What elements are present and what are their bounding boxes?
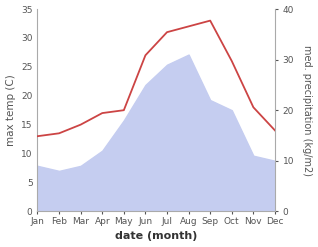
X-axis label: date (month): date (month): [115, 231, 197, 242]
Y-axis label: med. precipitation (kg/m2): med. precipitation (kg/m2): [302, 45, 313, 176]
Y-axis label: max temp (C): max temp (C): [5, 74, 16, 146]
